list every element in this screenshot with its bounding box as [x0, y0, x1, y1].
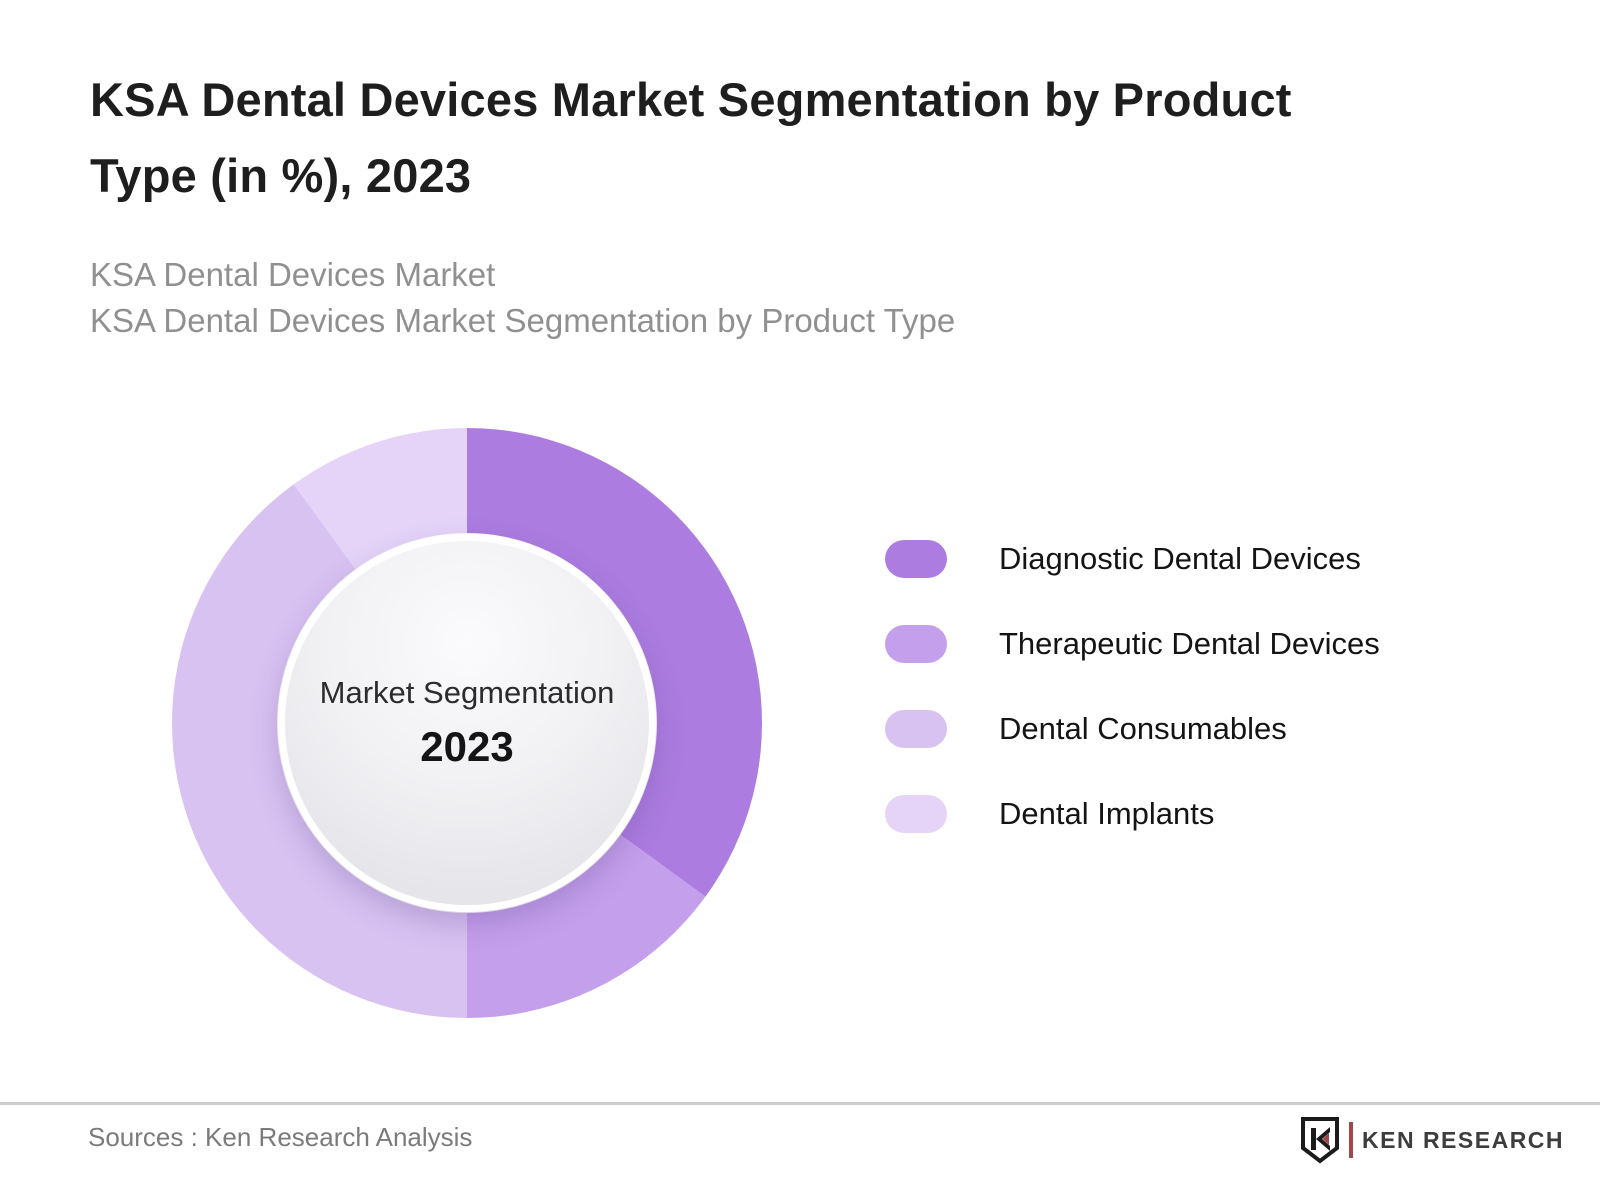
legend-swatch: [885, 710, 947, 748]
donut-center-year: 2023: [420, 723, 514, 770]
logo-text: KEN RESEARCH: [1362, 1126, 1565, 1153]
legend: Diagnostic Dental Devices Therapeutic Den…: [885, 540, 1380, 880]
legend-item: Diagnostic Dental Devices: [885, 540, 1380, 578]
page-title-line-2: Type (in %), 2023: [90, 149, 472, 202]
footer-divider: [0, 1102, 1600, 1105]
chart-subtitle-line-1: KSA Dental Devices Market: [90, 256, 496, 293]
legend-label: Dental Consumables: [999, 711, 1287, 746]
ken-research-shield-icon: [1301, 1117, 1339, 1164]
donut-chart: Market Segmentation 2023: [172, 428, 762, 1018]
legend-swatch: [885, 540, 947, 578]
legend-swatch: [885, 625, 947, 663]
donut-center-label: Market Segmentation 2023: [278, 534, 656, 912]
ken-research-logo: KEN RESEARCH: [1298, 1114, 1564, 1166]
chart-subtitle-line-2: KSA Dental Devices Market Segmentation b…: [90, 302, 956, 339]
chart-subtitle: KSA Dental Devices Market KSA Dental Dev…: [90, 252, 955, 344]
legend-item: Therapeutic Dental Devices: [885, 625, 1380, 663]
legend-label: Diagnostic Dental Devices: [999, 541, 1361, 576]
legend-label: Dental Implants: [999, 796, 1215, 831]
logo-divider-bar: [1349, 1122, 1353, 1158]
page-title-line-1: KSA Dental Devices Market Segmentation b…: [90, 73, 1292, 126]
legend-item: Dental Consumables: [885, 710, 1380, 748]
donut-center-title: Market Segmentation: [319, 675, 615, 710]
page-title: KSA Dental Devices Market Segmentation b…: [90, 62, 1292, 214]
legend-item: Dental Implants: [885, 795, 1380, 833]
legend-swatch: [885, 795, 947, 833]
source-text: Sources : Ken Research Analysis: [88, 1122, 473, 1152]
legend-label: Therapeutic Dental Devices: [999, 626, 1380, 661]
